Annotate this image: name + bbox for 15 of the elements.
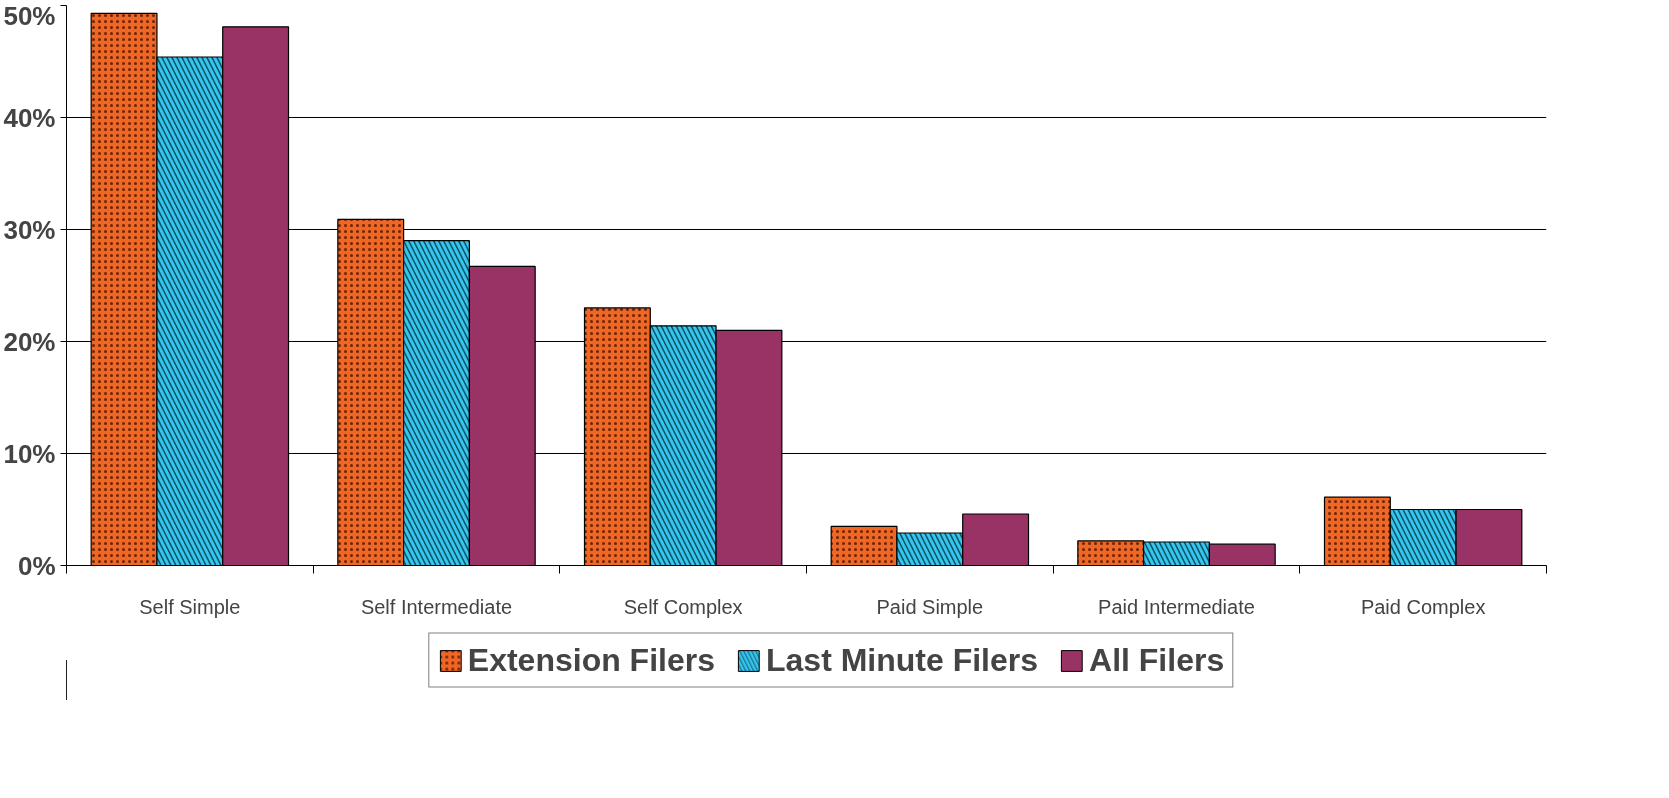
y-tick-label: 20% (3, 326, 56, 357)
y-tick-label: 50% (3, 0, 56, 31)
legend-label: All Filers (1089, 641, 1225, 679)
y-tick-label: 0% (17, 550, 56, 581)
y-tick-label: 10% (3, 438, 56, 469)
x-tick-label: Paid Simple (876, 595, 984, 618)
y-tick-label: 40% (3, 102, 56, 133)
y-tick-label: 30% (3, 214, 56, 245)
x-tick-label: Self Complex (623, 595, 743, 618)
x-tick-label: Paid Intermediate (1098, 595, 1255, 618)
legend-label: Extension Filers (467, 641, 715, 679)
x-tick-label: Self Intermediate (360, 595, 513, 618)
x-tick-label: Paid Complex (1360, 595, 1486, 618)
legend-label: Last Minute Filers (765, 641, 1039, 679)
x-tick-label: Self Simple (139, 595, 241, 618)
